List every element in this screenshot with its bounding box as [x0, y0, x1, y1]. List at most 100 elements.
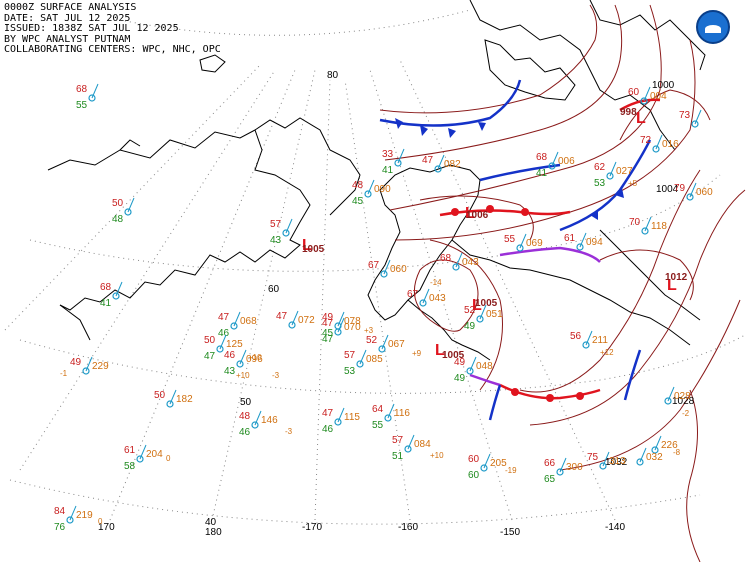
station-circle-icon: [364, 190, 372, 198]
meridian-160: [19, 69, 276, 471]
lat-60-label: 60: [268, 284, 280, 295]
station-circle-icon: [334, 418, 342, 426]
pressure-tendency: -8: [673, 448, 681, 457]
station-pressure: 060: [696, 187, 713, 198]
cold-front-barb: [448, 128, 456, 138]
station-plot: 72 016: [640, 134, 679, 153]
low-symbol: L: [302, 237, 312, 254]
isobar: [529, 189, 746, 426]
station-temperature: 73: [679, 110, 691, 121]
lon-m170-label: -170: [302, 522, 322, 533]
low-center: L 1005: [472, 297, 498, 314]
station-pressure: 028: [674, 391, 691, 402]
lon-180-label: 180: [205, 527, 222, 538]
station-circle-icon: [466, 367, 474, 375]
station-circle-icon: [404, 445, 412, 453]
station-temperature: 84: [54, 506, 66, 517]
isobar: [599, 249, 694, 301]
station-plot: 84 76 219: [54, 505, 93, 533]
station-circle-icon: [691, 120, 699, 128]
grid-labels: 80 60 50 40 170 180 -170 -160 -150 -140: [98, 70, 625, 538]
station-temperature: 50: [112, 198, 124, 209]
station-circle-icon: [556, 468, 564, 476]
station-plot: 66 65 300: [544, 457, 583, 485]
station-plot: 47 082: [422, 154, 461, 173]
chukotka-coast: [254, 117, 361, 216]
wind-barb-icon: [469, 356, 477, 372]
station-circle-icon: [230, 322, 238, 330]
pressure-centers: L 998 L 1005 L 1005 L 1005 L 1006 L 1012: [302, 107, 688, 361]
isobar: [559, 299, 741, 471]
station-temperature: 68: [536, 152, 548, 163]
pressure-tendency: +5: [628, 179, 638, 188]
station-temperature: 49: [454, 357, 466, 368]
pressure-tendency: +9: [412, 349, 422, 358]
pressure-tendency: +10: [236, 371, 250, 380]
station-plot: 52 067: [366, 334, 405, 353]
station-plot: 61 58 204: [124, 444, 163, 472]
warm-front-bump: [521, 208, 529, 216]
station-temperature: 49: [322, 312, 334, 323]
alaska-coast: [367, 164, 481, 321]
station-pressure: 078: [344, 316, 361, 327]
lat-40-label: 40: [205, 517, 217, 528]
wind-barb-icon: [219, 334, 227, 350]
station-temperature: 57: [344, 350, 356, 361]
station-plot: 60 004: [628, 86, 667, 105]
station-temperature: 67: [368, 260, 380, 271]
station-temperature: 46: [224, 350, 236, 361]
station-circle-icon: [124, 208, 132, 216]
station-plot: 49 229: [70, 356, 109, 375]
isobar: [389, 4, 662, 211]
header-line-2: DATE: SAT JUL 12 2025: [4, 12, 131, 24]
station-pressure: 067: [388, 339, 405, 350]
wind-barb-icon: [519, 233, 527, 249]
wind-barb-icon: [551, 151, 559, 167]
station-dewpoint: 46: [239, 427, 251, 438]
wind-barb-icon: [422, 288, 430, 304]
meridian-150: [4, 64, 261, 331]
wind-barb-icon: [579, 232, 587, 248]
wind-barb-icon: [654, 435, 662, 451]
station-circle-icon: [641, 227, 649, 235]
station-circle-icon: [334, 328, 342, 336]
pressure-tendency: -19: [505, 466, 517, 475]
wind-barb-icon: [285, 218, 293, 234]
pressure-tendency: 0: [98, 517, 103, 526]
wind-barb-icon: [359, 349, 367, 365]
station-dewpoint: 47: [204, 351, 216, 362]
station-dewpoint: 76: [54, 522, 66, 533]
bc-coast: [599, 229, 701, 321]
wind-barb-icon: [115, 281, 123, 297]
warm-front-bumps: [451, 205, 529, 216]
station-temperature: 79: [674, 183, 686, 194]
isobar-label: 1000: [652, 80, 675, 91]
isobar: [413, 259, 479, 332]
low-pressure-value: 1006: [466, 210, 489, 221]
header-line-5: COLLABORATING CENTERS: WPC, NHC, OPC: [4, 44, 221, 55]
wind-barb-icon: [644, 216, 652, 232]
station-temperature: 48: [239, 411, 251, 422]
station-temperature: 75: [587, 452, 599, 463]
low-symbol: L: [472, 297, 482, 314]
new-siberian-islands: [119, 139, 141, 151]
station-plot: 226: [651, 435, 678, 454]
station-circle-icon: [419, 299, 427, 307]
wind-barb-icon: [69, 505, 77, 521]
station-plot: 50 47 125: [204, 334, 243, 362]
station-plot: 46 43 096: [224, 349, 263, 377]
station-temperature: 66: [544, 458, 556, 469]
station-pressure: 085: [366, 354, 383, 365]
wind-barb-icon: [254, 410, 262, 426]
station-circle-icon: [236, 360, 244, 368]
kamchatka-coast: [59, 304, 91, 341]
station-pressure: 004: [650, 91, 667, 102]
wind-barb-icon: [239, 349, 247, 365]
station-plot: 62 53 027: [594, 161, 633, 189]
low-center: L 1012: [665, 272, 688, 294]
cold-front: [379, 79, 522, 127]
cold-front: [479, 163, 561, 182]
